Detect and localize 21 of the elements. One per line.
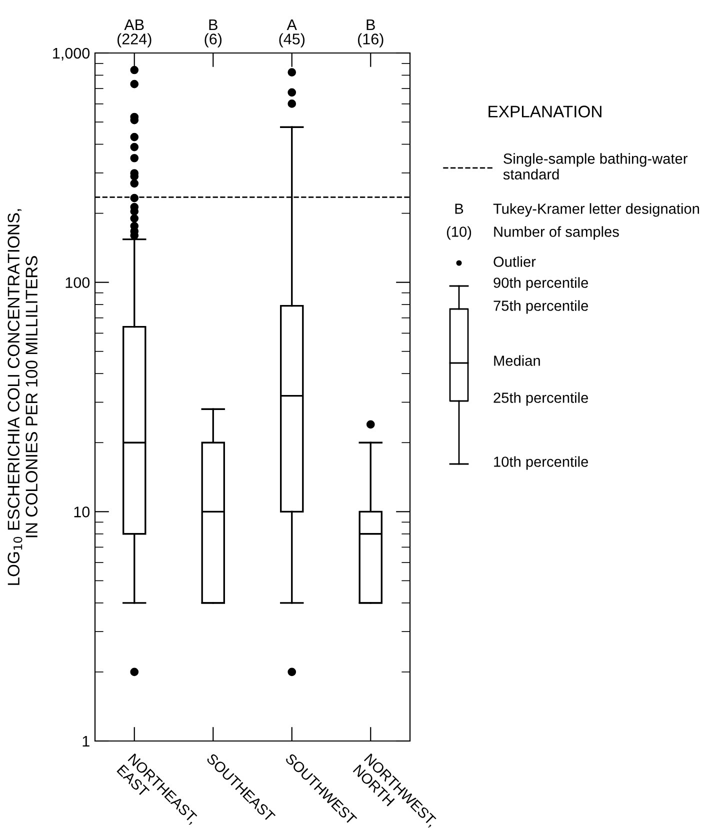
text: A (45) — [279, 20, 305, 48]
y-tick-label: 100 — [66, 277, 90, 288]
text: 25th percentile — [494, 392, 588, 406]
text: Outlier — [494, 256, 536, 267]
text: Number of samples — [494, 226, 619, 240]
text: B (6) — [204, 20, 222, 48]
y-axis-title: LOG$_{10}$ ESCHERICHIA COLI CONCENTRATIONS, IN COLONIES PER 100 MILLILITERS — [8, 209, 38, 585]
text: 90th percentile — [494, 277, 588, 291]
y-tick-label: 1 — [82, 736, 90, 747]
text: 75th percentile — [494, 300, 588, 314]
text: 10th percentile — [494, 456, 588, 470]
text: B — [455, 204, 464, 214]
text: (10) — [446, 226, 472, 240]
legend-label: Single-sample bathing-water standard — [503, 153, 688, 180]
text: EXPLANATION — [488, 106, 602, 118]
y-tick-label: 10 — [74, 506, 90, 518]
y-tick-label: 1,000 — [53, 48, 90, 60]
text: Tukey-Kramer letter designation — [493, 203, 700, 217]
text: AB (224) — [117, 20, 152, 48]
text: Median — [494, 355, 540, 366]
text: B (16) — [358, 20, 384, 48]
